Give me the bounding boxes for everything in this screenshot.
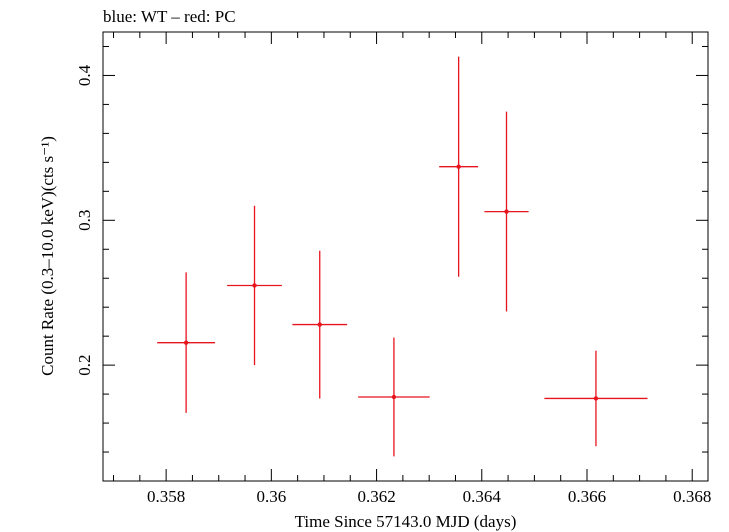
x-tick-label: 0.362 — [357, 487, 395, 506]
point-marker — [252, 283, 257, 288]
point-marker — [504, 209, 509, 214]
data-point — [358, 337, 430, 457]
x-tick-label: 0.366 — [568, 487, 606, 506]
y-tick-label: 0.4 — [75, 64, 94, 86]
x-axis: 0.358 0.36 0.362 0.364 0.366 0.368 — [113, 32, 711, 506]
data-series — [157, 56, 648, 457]
point-marker — [317, 322, 322, 327]
x-tick-label: 0.364 — [463, 487, 502, 506]
y-axis: 0.2 0.3 0.4 — [75, 45, 708, 482]
point-marker — [456, 164, 461, 169]
x-axis-label: Time Since 57143.0 MJD (days) — [295, 512, 517, 531]
data-point — [227, 205, 282, 366]
x-tick-label: 0.358 — [147, 487, 185, 506]
x-tick-label: 0.368 — [673, 487, 711, 506]
data-point — [544, 350, 648, 447]
data-point — [439, 56, 479, 277]
point-marker — [183, 340, 189, 345]
point-marker — [391, 394, 397, 400]
data-point — [484, 111, 529, 312]
data-point — [292, 250, 348, 399]
chart-title: blue: WT – red: PC — [103, 7, 236, 26]
y-axis-label: Count Rate (0.3–10.0 keV)(cts s⁻¹) — [38, 136, 57, 376]
point-marker — [593, 396, 599, 401]
data-point — [157, 272, 216, 413]
y-tick-label: 0.2 — [75, 355, 94, 376]
x-tick-label: 0.36 — [256, 487, 286, 506]
plot-frame — [102, 31, 709, 482]
y-tick-label: 0.3 — [75, 210, 94, 231]
